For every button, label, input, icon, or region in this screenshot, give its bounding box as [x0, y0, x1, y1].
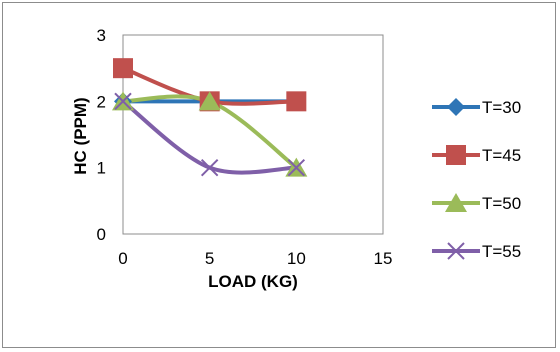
y-tick-label: 1	[97, 159, 106, 178]
x-axis-title: LOAD (KG)	[208, 272, 298, 291]
series-markers	[112, 58, 308, 177]
x-tick-label: 0	[118, 249, 127, 268]
legend-label: T=30	[482, 98, 521, 117]
y-tick-label: 2	[97, 92, 106, 111]
legend-item: T=50	[432, 193, 521, 213]
legend-marker	[447, 98, 465, 116]
y-tick-label: 0	[97, 225, 106, 244]
y-tick-labels: 0 1 2 3	[97, 26, 106, 244]
data-point	[287, 158, 306, 177]
data-point	[286, 91, 307, 112]
legend-marker	[447, 242, 465, 260]
data-point	[114, 92, 132, 111]
legend-item: T=55	[432, 242, 521, 261]
legend: T=30 T=45 T=50 T=55	[432, 98, 521, 261]
plot-area	[122, 34, 384, 235]
x-tick-label: 10	[287, 249, 306, 268]
y-tick-label: 3	[97, 26, 106, 45]
data-point	[200, 158, 219, 177]
data-point	[113, 58, 133, 79]
legend-marker	[446, 145, 466, 165]
legend-label: T=45	[482, 146, 521, 165]
legend-item: T=30	[432, 98, 521, 117]
legend-label: T=55	[482, 242, 521, 261]
legend-item: T=45	[432, 145, 521, 165]
x-tick-label: 15	[374, 249, 393, 268]
x-tick-labels: 0 5 10 15	[118, 249, 392, 268]
legend-marker	[445, 193, 467, 212]
data-point	[198, 91, 221, 111]
y-axis-title: HC (PPM)	[71, 97, 90, 174]
x-tick-label: 5	[205, 249, 214, 268]
legend-label: T=50	[482, 194, 521, 213]
